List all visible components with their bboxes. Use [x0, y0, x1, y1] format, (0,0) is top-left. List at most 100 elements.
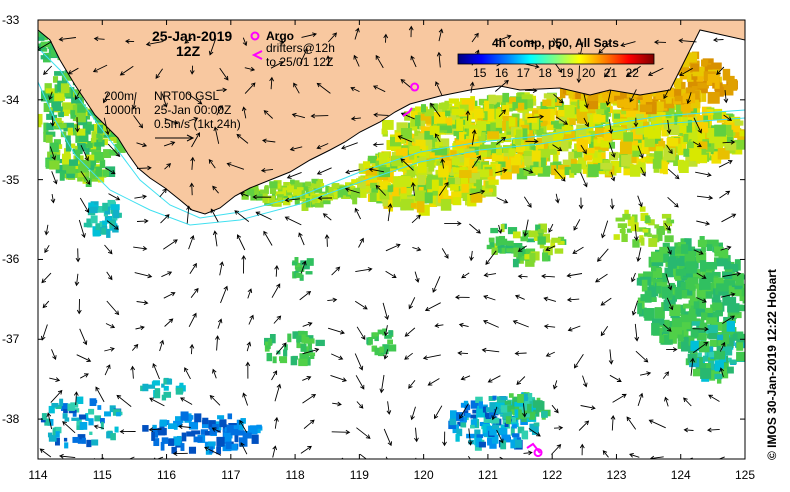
y-tick-label: -34 — [2, 92, 20, 107]
sst-cell — [64, 417, 70, 422]
current-arrow — [696, 195, 714, 201]
sst-cell — [645, 215, 650, 224]
sst-cell — [632, 239, 640, 248]
sst-cell — [640, 237, 645, 246]
sst-cell — [726, 320, 735, 332]
sst-cell — [666, 124, 680, 136]
sst-cell — [106, 228, 111, 238]
sst-cell — [396, 122, 408, 131]
current-arrow — [435, 81, 443, 96]
sst-cell — [88, 202, 95, 209]
axis-ticks — [37, 19, 746, 459]
current-arrow — [212, 368, 217, 379]
sst-cell — [648, 144, 661, 152]
current-arrow — [667, 246, 672, 255]
sst-cell — [449, 418, 457, 426]
sst-cell — [485, 407, 494, 413]
sst-cell — [205, 449, 213, 455]
sst-cell — [639, 104, 653, 113]
sst-cell — [528, 398, 536, 407]
sst-cell — [605, 122, 611, 134]
sst-cell — [706, 239, 719, 247]
sst-cell — [216, 436, 225, 447]
current-arrow — [204, 446, 222, 456]
current-arrow — [215, 335, 220, 351]
sst-cell — [291, 184, 299, 193]
sst-cell — [292, 331, 301, 339]
sst-cell — [44, 83, 52, 93]
sst-cell — [317, 179, 323, 184]
sst-cell — [693, 308, 706, 317]
sst-cell — [59, 398, 64, 407]
sst-cell — [697, 130, 706, 143]
sst-cell — [49, 160, 60, 170]
sst-cell — [463, 159, 476, 166]
sst-cell — [49, 142, 59, 152]
sst-cell — [400, 184, 407, 194]
sst-cell — [439, 151, 450, 161]
sst-cell — [294, 257, 299, 265]
sst-cell — [55, 164, 65, 174]
sst-cell — [712, 112, 722, 120]
sst-cell — [84, 124, 95, 131]
sst-cell — [142, 425, 149, 432]
sst-cell — [671, 316, 682, 328]
sst-cell — [489, 410, 496, 418]
sst-cell — [684, 279, 695, 289]
current-arrow — [241, 106, 247, 119]
sst-cell — [677, 304, 686, 313]
current-arrow — [106, 300, 120, 316]
sst-cell — [554, 169, 566, 179]
sst-cell — [699, 122, 709, 133]
sst-cell — [535, 143, 544, 151]
sst-cell — [283, 344, 288, 351]
current-arrow — [723, 114, 733, 122]
sst-cell — [512, 258, 519, 268]
sst-cell — [424, 192, 433, 204]
current-arrow — [397, 135, 413, 143]
sst-cell — [707, 64, 713, 74]
sst-cell — [490, 148, 497, 156]
sst-cell — [648, 219, 655, 226]
sst-cell — [46, 123, 54, 131]
sst-cell — [464, 148, 475, 155]
sst-cell — [659, 228, 666, 235]
sst-cell — [282, 187, 290, 196]
current-arrow — [210, 208, 219, 223]
sst-cell — [78, 132, 89, 143]
sst-cell — [306, 201, 316, 207]
sst-cell — [486, 169, 493, 176]
current-arrow — [133, 246, 148, 251]
sst-cell — [140, 385, 144, 392]
sst-cell — [63, 148, 71, 156]
sst-cell — [62, 413, 68, 419]
sst-cell — [706, 261, 718, 270]
current-arrow — [131, 92, 137, 110]
current-arrow — [545, 245, 556, 251]
current-arrow — [180, 397, 193, 405]
current-arrow — [582, 375, 588, 388]
sst-cell — [379, 346, 384, 353]
x-tick-label: 115 — [92, 468, 112, 482]
sst-cell — [234, 433, 239, 443]
sst-cell — [102, 124, 111, 135]
sst-cell — [102, 169, 109, 177]
sst-cell — [408, 178, 420, 186]
sst-cell — [516, 253, 521, 263]
sst-cell — [358, 163, 364, 173]
current-arrow — [566, 273, 583, 278]
current-arrow — [275, 38, 285, 44]
sst-cell — [299, 353, 309, 359]
current-arrow — [412, 246, 422, 252]
current-arrow — [188, 235, 195, 250]
current-arrows — [38, 25, 742, 459]
sst-cell — [374, 190, 382, 202]
sst-cell — [691, 73, 698, 80]
current-arrow — [637, 145, 644, 159]
sst-cell — [159, 419, 167, 427]
sst-cell — [659, 334, 665, 344]
current-arrow — [271, 370, 278, 381]
sst-cell — [86, 218, 93, 224]
current-arrow — [263, 230, 273, 246]
sst-cell — [495, 402, 505, 408]
